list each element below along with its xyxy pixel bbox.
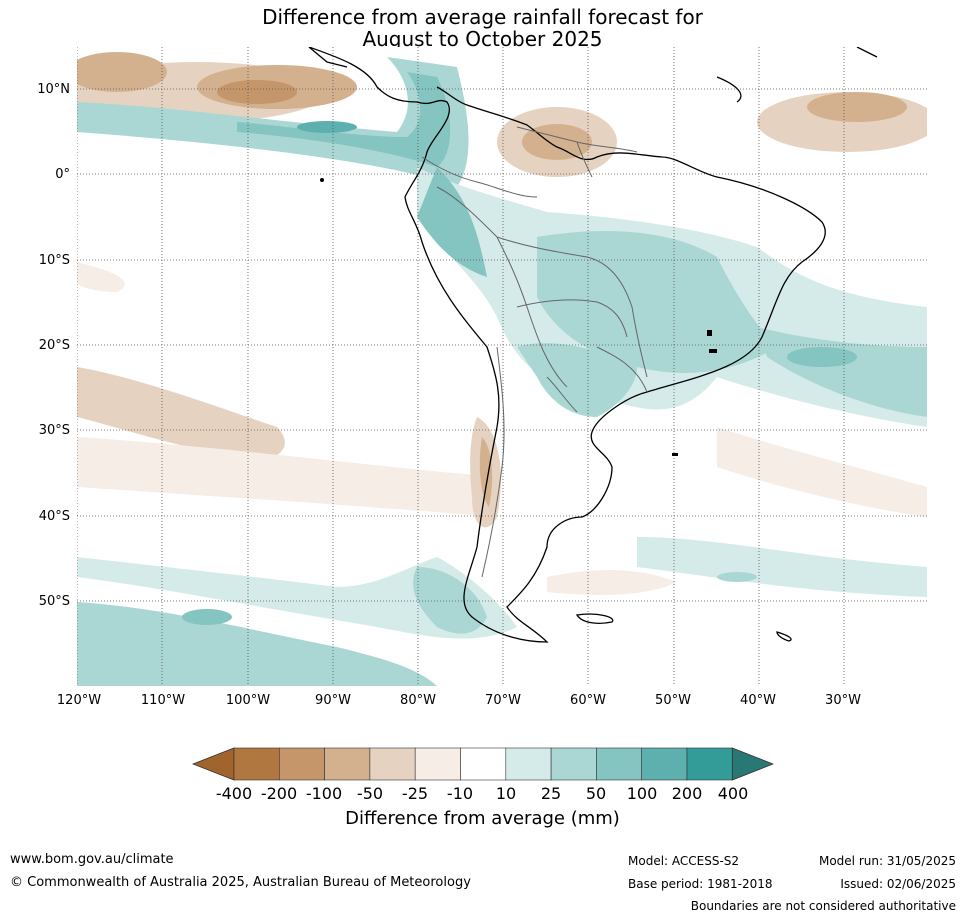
islands bbox=[320, 178, 717, 456]
colorbar-tick-label: 25 bbox=[540, 784, 562, 803]
lat-label-30s: 30°S bbox=[38, 423, 70, 438]
lon-label-30w: 30°W bbox=[825, 693, 861, 708]
colorbar-swatch bbox=[596, 747, 642, 781]
lon-label-120w: 120°W bbox=[56, 693, 102, 708]
lat-label-40s: 40°S bbox=[38, 509, 70, 524]
footer-model-run: Model run: 31/05/2025 bbox=[818, 854, 956, 868]
colorbar-swatch bbox=[505, 747, 552, 781]
colorbar-swatch bbox=[369, 747, 416, 781]
colorbar-extend-high bbox=[731, 747, 774, 781]
colorbar-tick-label: 200 bbox=[671, 784, 703, 803]
lat-label-10s: 10°S bbox=[38, 253, 70, 268]
colorbar-tick-label: -50 bbox=[356, 784, 384, 803]
lat-label-0: 0° bbox=[55, 167, 70, 182]
footer-issued: Issued: 02/06/2025 bbox=[840, 877, 956, 891]
colorbar-tick-label: 400 bbox=[717, 784, 749, 803]
colorbar-tick-label: -10 bbox=[446, 784, 474, 803]
colorbar-tick-label: 50 bbox=[585, 784, 607, 803]
map-title-line-1: Difference from average rainfall forecas… bbox=[262, 5, 703, 29]
colorbar-swatch bbox=[641, 747, 688, 781]
colorbar-tick-label: -400 bbox=[215, 784, 253, 803]
colorbar-swatch bbox=[324, 747, 371, 781]
footer-url: www.bom.gov.au/climate bbox=[10, 852, 174, 867]
colorbar-swatch bbox=[686, 747, 733, 781]
lon-label-100w: 100°W bbox=[225, 693, 271, 708]
colorbar-tick-label: -200 bbox=[260, 784, 298, 803]
lon-label-80w: 80°W bbox=[400, 693, 436, 708]
lon-label-50w: 50°W bbox=[655, 693, 691, 708]
lon-label-70w: 70°W bbox=[485, 693, 521, 708]
footer-copyright: © Commonwealth of Australia 2025, Austra… bbox=[10, 875, 471, 890]
footer-disclaimer: Boundaries are not considered authoritat… bbox=[690, 899, 956, 913]
lon-label-60w: 60°W bbox=[570, 693, 606, 708]
lat-label-20s: 20°S bbox=[38, 338, 70, 353]
colorbar-swatch bbox=[279, 747, 325, 781]
coastlines bbox=[308, 47, 878, 643]
colorbar-swatch bbox=[550, 747, 597, 781]
colorbar-tick-label: 100 bbox=[626, 784, 658, 803]
colorbar bbox=[192, 747, 774, 781]
graticule bbox=[77, 47, 927, 686]
lon-label-90w: 90°W bbox=[315, 693, 351, 708]
colorbar-tick-label: -25 bbox=[401, 784, 429, 803]
map-title-line-2: August to October 2025 bbox=[362, 27, 603, 51]
rainfall-anomaly-map bbox=[77, 47, 927, 686]
colorbar-tick-label: -100 bbox=[305, 784, 343, 803]
colorbar-tick-label: 10 bbox=[495, 784, 517, 803]
colorbar-swatch bbox=[460, 747, 507, 781]
colorbar-swatch bbox=[414, 747, 461, 781]
footer-base-period: Base period: 1981-2018 bbox=[628, 877, 773, 891]
lat-label-10n: 10°N bbox=[37, 82, 70, 97]
colorbar-extend-low bbox=[192, 747, 235, 781]
lat-label-50s: 50°S bbox=[38, 594, 70, 609]
lon-label-40w: 40°W bbox=[740, 693, 776, 708]
footer-model: Model: ACCESS-S2 bbox=[628, 854, 740, 868]
country-borders bbox=[421, 126, 648, 578]
lon-label-110w: 110°W bbox=[140, 693, 186, 708]
colorbar-swatch bbox=[233, 747, 280, 781]
colorbar-title: Difference from average (mm) bbox=[345, 808, 620, 829]
